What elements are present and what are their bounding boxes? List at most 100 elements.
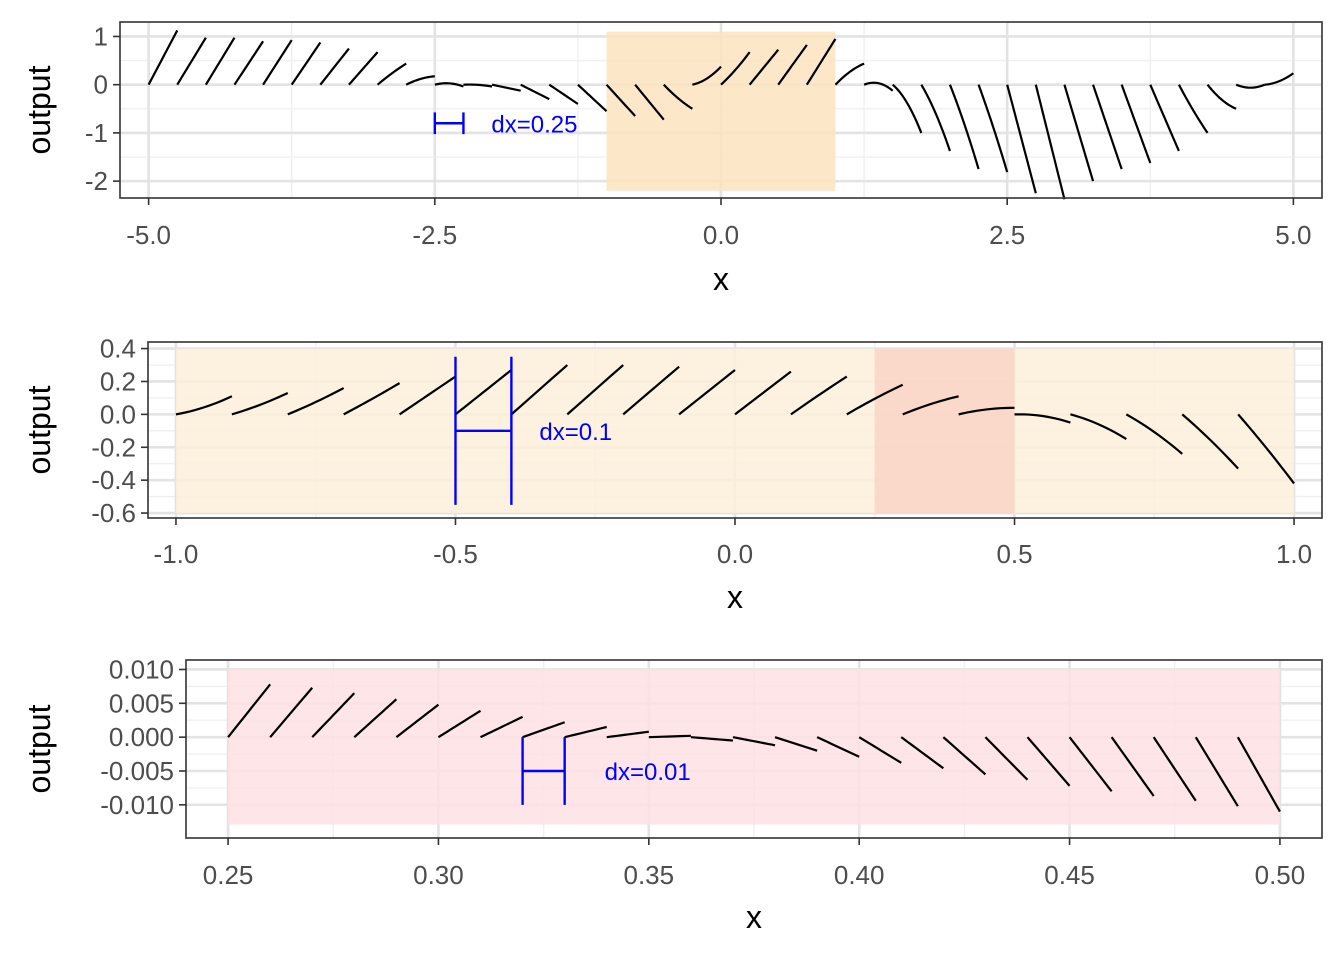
x-tick-label: 0.45 (1044, 860, 1095, 890)
tangent-segment (233, 40, 265, 86)
tangent-segment (376, 62, 407, 86)
tangent-segment (1034, 84, 1066, 200)
tangent-segment (984, 736, 1029, 781)
y-axis-title: output (21, 385, 57, 474)
step-marker-label: dx=0.1 (539, 419, 612, 446)
y-tick-label: -0.6 (91, 498, 136, 528)
x-tick-label: 0.30 (413, 860, 464, 890)
tangent-segment (920, 84, 951, 152)
tangent-segment (564, 725, 607, 739)
x-tick-label: 5.0 (1275, 220, 1311, 250)
tangent-segment (454, 369, 513, 416)
tangent-segment (805, 38, 837, 86)
x-tick-label: 1.0 (1276, 539, 1312, 569)
tangent-segment (269, 687, 314, 738)
y-tick-label: -0.010 (100, 790, 174, 820)
tangent-segment (176, 37, 207, 86)
tangent-segment (734, 370, 792, 416)
y-axis-title: output (21, 704, 57, 793)
tangent-segment (1149, 84, 1180, 152)
tangent-segment (622, 365, 680, 416)
tangent-segment (311, 692, 356, 738)
tangent-segment (1006, 84, 1037, 194)
x-tick-label: 0.0 (703, 220, 739, 250)
y-tick-label: 0.2 (100, 366, 136, 396)
tangent-segment (204, 37, 236, 86)
x-tick-label: 0.50 (1255, 860, 1306, 890)
panel-1: dx=0.25 -5.0 -2.5 0.0 2.5 5.0 1 0 -1 -2 x output (21, 21, 1323, 297)
y-tick-label: -0.005 (100, 756, 174, 786)
tangent-segment (977, 84, 1009, 173)
tangent-segment (480, 715, 524, 739)
highlight-region-1 (606, 31, 836, 191)
tangent-segment (1264, 72, 1295, 86)
tangent-segment (690, 736, 734, 742)
panel-2: dx=0.1-1.0 -0.5 0.0 0.5 1.00.40.20.0-0.2-0.4… (21, 334, 1323, 615)
tangent-segment (732, 736, 776, 747)
tangent-segment (774, 736, 818, 752)
x-axis-title: x (713, 261, 729, 297)
x-tick-label: 0.35 (624, 860, 675, 890)
tangent-segment (491, 83, 521, 92)
tangent-segment (1092, 84, 1123, 170)
x-axis-title: x (746, 899, 762, 935)
tangent-segment (1070, 413, 1127, 440)
tangent-segment (648, 734, 691, 739)
tangent-segment (434, 82, 464, 88)
tangent-segment (463, 83, 493, 88)
step-marker-label: dx=0.25 (491, 111, 577, 138)
tangent-segment (834, 62, 865, 86)
tangent-segment (353, 698, 398, 738)
tangent-segment (846, 383, 904, 416)
tangent-segment (891, 83, 923, 134)
tangent-segment (942, 736, 987, 776)
tangent-segment (520, 83, 550, 101)
tangent-segment (1181, 413, 1239, 470)
panel-border (185, 659, 1323, 839)
tangent-segment (605, 83, 636, 117)
y-tick-label: 0.000 (109, 722, 174, 752)
tangent-segment (678, 369, 736, 416)
y-tick-label: 0.0 (100, 399, 136, 429)
tangent-segment (634, 83, 665, 121)
x-axis-title: x (727, 579, 743, 615)
tangent-segment (319, 47, 350, 86)
tangent-segment (1110, 736, 1155, 797)
tangent-segment (902, 395, 959, 416)
tangent-segment (816, 736, 860, 758)
x-tick-label: 0.5 (996, 539, 1032, 569)
tangent-segment (777, 44, 808, 86)
tangent-segment (948, 84, 980, 170)
tangent-segment (227, 683, 272, 738)
tangent-segment (1014, 413, 1071, 424)
panel-3: dx=0.01 0.25 0.30 0.35 0.40 0.45 0.50 0.010 0.00… (21, 654, 1323, 935)
tangent-segment (1236, 736, 1281, 813)
y-tick-label: -2 (85, 166, 108, 196)
tangent-segment (290, 41, 322, 86)
tangent-segment (566, 364, 624, 416)
tangent-segment (1120, 84, 1152, 164)
tangent-segment (577, 83, 608, 113)
tangent-segment (395, 703, 440, 739)
x-tick-label: -0.5 (433, 539, 478, 569)
tangent-segment (958, 406, 1015, 416)
tangent-segment (262, 39, 293, 86)
tangent-segment (522, 721, 566, 739)
tangent-segment (1177, 84, 1209, 134)
tangent-segment (548, 83, 579, 105)
x-tick-label: 2.5 (989, 220, 1025, 250)
x-tick-label: -2.5 (412, 220, 457, 250)
x-tick-label: -5.0 (126, 220, 171, 250)
tangent-segment (720, 51, 751, 86)
tangent-segment (692, 65, 722, 86)
x-tick-label: 0.40 (834, 860, 885, 890)
tangent-segment (1125, 413, 1183, 455)
y-tick-label: 0 (94, 70, 108, 100)
highlight-region-1 (228, 668, 1280, 825)
tangent-segment (1235, 83, 1266, 89)
y-tick-label: 0.4 (100, 334, 136, 364)
tangent-segment (437, 709, 482, 739)
tangent-segment (662, 83, 693, 110)
tangent-segment (510, 364, 569, 416)
